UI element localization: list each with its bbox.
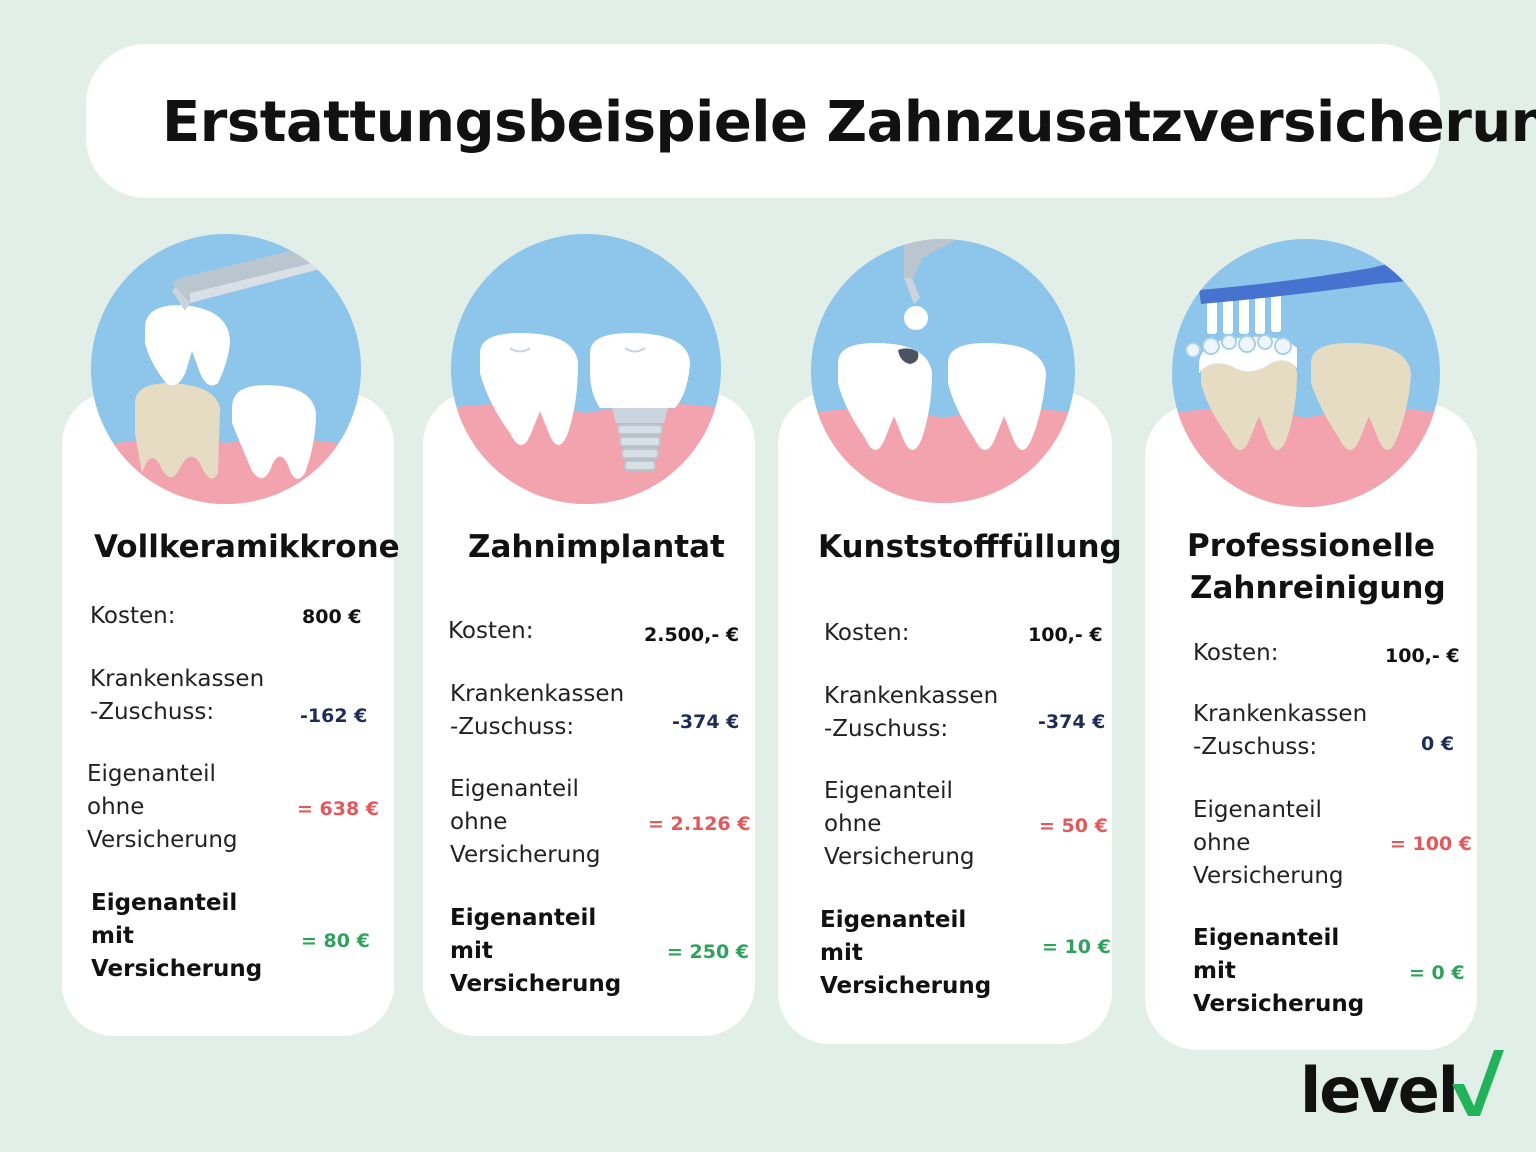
own-share-without-label: Versicherung: [1193, 863, 1344, 889]
card-title: Professionelle: [1187, 528, 1436, 564]
own-share-with-label: mit: [1193, 958, 1236, 984]
subsidy-label: -Zuschuss:: [90, 699, 215, 725]
own-share-without-label: Eigenanteil: [824, 778, 953, 804]
subsidy-label: Krankenkassen: [1193, 701, 1368, 727]
brand-logo: level: [1300, 1046, 1510, 1126]
subsidy-label: Krankenkassen: [90, 666, 265, 692]
card-title: Zahnimplantat: [468, 529, 725, 565]
own-share-without-label: ohne: [450, 809, 508, 835]
own-share-with-value: = 80 €: [301, 930, 370, 952]
ceramic-crown-icon: [90, 233, 362, 505]
subsidy-label: Krankenkassen: [450, 681, 625, 707]
cost-value: 2.500,- €: [644, 624, 740, 646]
own-share-without-value: = 50 €: [1039, 815, 1108, 837]
own-share-with-label: Versicherung: [91, 956, 263, 982]
brand-name: level: [1300, 1054, 1459, 1127]
own-share-with-value: = 0 €: [1409, 962, 1465, 984]
own-share-without-value: = 638 €: [297, 798, 380, 820]
subsidy-label: -Zuschuss:: [1193, 734, 1318, 760]
own-share-without-value: = 2.126 €: [648, 813, 751, 835]
cost-label: Kosten:: [1193, 640, 1279, 666]
header-banner: Erstattungsbeispiele Zahnzusatzversicher…: [86, 44, 1536, 198]
card-title: Zahnreinigung: [1190, 570, 1446, 606]
own-share-with-label: Eigenanteil: [820, 907, 967, 933]
teeth-cleaning-icon: [1171, 238, 1441, 508]
subsidy-label: -Zuschuss:: [450, 714, 575, 740]
subsidy-value: -374 €: [672, 711, 740, 733]
card-title: Kunststofffüllung: [818, 529, 1122, 565]
own-share-without-label: ohne: [824, 811, 882, 837]
own-share-with-label: mit: [91, 923, 134, 949]
card-title: Vollkeramikkrone: [94, 529, 400, 565]
card-professionelle-zahnreinigung: [1145, 404, 1477, 1050]
cost-label: Kosten:: [448, 618, 534, 644]
own-share-without-value: = 100 €: [1390, 833, 1473, 855]
cost-value: 100,- €: [1028, 624, 1103, 646]
own-share-without-label: Eigenanteil: [1193, 797, 1322, 823]
own-share-with-label: Eigenanteil: [1193, 925, 1340, 951]
subsidy-label: -Zuschuss:: [824, 716, 949, 742]
own-share-with-value: = 250 €: [667, 941, 750, 963]
own-share-with-label: Versicherung: [1193, 991, 1365, 1017]
subsidy-value: -162 €: [300, 705, 368, 727]
own-share-without-label: Versicherung: [824, 844, 975, 870]
own-share-without-label: Eigenanteil: [87, 761, 216, 787]
cost-label: Kosten:: [824, 620, 910, 646]
subsidy-value: -374 €: [1038, 711, 1106, 733]
subsidy-label: Krankenkassen: [824, 683, 999, 709]
own-share-without-label: ohne: [1193, 830, 1251, 856]
page-title: Erstattungsbeispiele Zahnzusatzversicher…: [162, 90, 1536, 155]
subsidy-value: 0 €: [1421, 733, 1455, 755]
own-share-with-label: mit: [450, 938, 493, 964]
dental-implant-icon: [450, 233, 722, 505]
cost-value: 800 €: [302, 606, 362, 628]
own-share-without-label: Eigenanteil: [450, 776, 579, 802]
own-share-without-label: ohne: [87, 794, 145, 820]
own-share-without-label: Versicherung: [87, 827, 238, 853]
cost-label: Kosten:: [90, 603, 176, 629]
own-share-with-label: Eigenanteil: [91, 890, 238, 916]
own-share-without-label: Versicherung: [450, 842, 601, 868]
own-share-with-label: Versicherung: [450, 971, 622, 997]
composite-filling-icon: [810, 238, 1076, 504]
checkmark-icon: [1452, 1050, 1504, 1116]
cost-value: 100,- €: [1385, 645, 1460, 667]
own-share-with-label: Versicherung: [820, 973, 992, 999]
own-share-with-label: mit: [820, 940, 863, 966]
own-share-with-value: = 10 €: [1042, 936, 1111, 958]
own-share-with-label: Eigenanteil: [450, 905, 597, 931]
